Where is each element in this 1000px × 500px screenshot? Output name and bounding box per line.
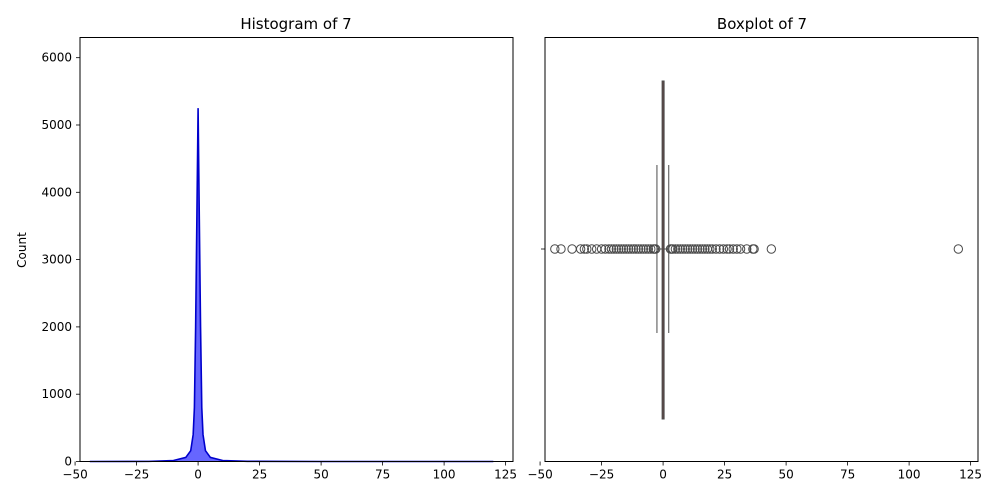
boxplot-outlier-point — [749, 244, 759, 254]
boxplot-outlier-point — [673, 244, 683, 254]
boxplot-outlier-point — [623, 244, 634, 254]
boxplot-outlier-point — [619, 244, 629, 254]
boxplot-outlier-point — [678, 244, 688, 254]
boxplot-outlier-point — [685, 244, 695, 254]
boxplot-outlier-point — [668, 244, 678, 254]
boxplot-outlier-point — [953, 244, 964, 254]
histogram-y-tick-label: 4000 — [41, 185, 72, 199]
boxplot-outlier-point — [609, 244, 619, 254]
boxplot-outlier-point — [579, 244, 590, 254]
histogram-y-tick-label: 5000 — [41, 118, 72, 132]
histogram-y-tick-label: 2000 — [41, 320, 72, 334]
boxplot-outlier-point — [722, 244, 732, 254]
boxplot-outlier-point — [633, 244, 644, 254]
boxplot-outlier-point — [700, 244, 710, 254]
histogram-y-tick-label: 6000 — [41, 51, 72, 65]
histogram-density-line — [89, 108, 494, 463]
boxplot-outlier-point — [631, 244, 641, 254]
histogram-axes-frame — [79, 37, 514, 462]
boxplot-x-tick-label: 50 — [778, 468, 793, 482]
boxplot-outlier-point — [606, 244, 617, 254]
boxplot-outlier-point — [692, 244, 703, 254]
boxplot-outlier-point — [766, 244, 777, 254]
boxplot-outlier-point — [611, 244, 622, 254]
histogram-y-axis-label: Count — [15, 232, 29, 268]
boxplot-outlier-point — [587, 244, 597, 254]
histogram-x-tick-label: −50 — [62, 468, 87, 482]
boxplot-outlier-point — [705, 244, 715, 254]
boxplot-outlier-point — [556, 244, 566, 254]
boxplot-outlier-point — [582, 244, 592, 254]
histogram-x-tick-label: 125 — [494, 468, 517, 482]
boxplot-outlier-point — [646, 244, 656, 254]
boxplot-outlier-point — [707, 244, 717, 254]
histogram-y-tick-label: 3000 — [41, 253, 72, 267]
histogram-content: −50 −25 0 25 50 75 100 125 0 1000 2000 3000 4000 5000… — [41, 51, 517, 482]
boxplot-title: Boxplot of 7 — [717, 15, 807, 33]
boxplot-x-tick-label: −50 — [527, 468, 552, 482]
histogram-x-tick-label: −25 — [124, 468, 149, 482]
boxplot-outlier-point — [596, 244, 607, 254]
boxplot-outlier-point — [628, 244, 639, 254]
boxplot-outlier-point — [687, 244, 698, 254]
boxplot-x-tick-label: 125 — [959, 468, 982, 482]
histogram-panel: Histogram of 7 Count −50 −25 0 25 50 75 100 125… — [15, 15, 517, 482]
boxplot-outlier-point — [643, 244, 654, 254]
boxplot-outlier-point — [735, 244, 746, 254]
boxplot-outlier-point — [675, 244, 686, 254]
boxplot-outlier-point — [616, 244, 626, 254]
histogram-x-tick-label: 100 — [433, 468, 456, 482]
boxplot-x-tick-label: −25 — [589, 468, 614, 482]
boxplot-outlier-point — [550, 244, 560, 254]
boxplot-outlier-point — [638, 244, 649, 254]
boxplot-panel: Boxplot of 7 −50 −25 0 25 50 75 100 125 — [527, 15, 982, 482]
boxplot-content: −50 −25 0 25 50 75 100 125 — [527, 80, 982, 482]
boxplot-outlier-point — [742, 244, 752, 254]
boxplot-outlier-point — [714, 244, 725, 254]
boxplot-outlier-point — [614, 244, 624, 254]
boxplot-outlier-point — [697, 244, 708, 254]
histogram-x-tick-label: 25 — [252, 468, 267, 482]
boxplot-x-tick-label: 25 — [717, 468, 732, 482]
boxplot-outlier-point — [728, 244, 738, 254]
histogram-title: Histogram of 7 — [240, 15, 351, 33]
histogram-y-tick-label: 0 — [64, 455, 72, 469]
histogram-x-tick-label: 75 — [375, 468, 390, 482]
boxplot-outlier-point — [732, 244, 742, 254]
boxplot-x-tick-label: 100 — [898, 468, 921, 482]
boxplot-outlier-point — [604, 244, 614, 254]
boxplot-outlier-point — [682, 244, 693, 254]
histogram-y-tick-label: 1000 — [41, 387, 72, 401]
boxplot-outlier-point — [636, 244, 646, 254]
boxplot-outlier-point — [724, 244, 735, 254]
boxplot-outlier-point — [621, 244, 631, 254]
boxplot-x-tick-label: 75 — [840, 468, 855, 482]
boxplot-outlier-point — [651, 244, 661, 254]
boxplot-outlier-point — [718, 244, 729, 254]
histogram-x-tick-label: 0 — [194, 468, 202, 482]
boxplot-outlier-point — [695, 244, 705, 254]
boxplot-outlier-point — [626, 244, 636, 254]
boxplot-x-tick-label: 0 — [659, 468, 667, 482]
boxplot-outlier-point — [680, 244, 690, 254]
boxplot-outlier-point — [690, 244, 700, 254]
boxplot-outlier-point — [575, 244, 586, 254]
boxplot-axes-frame — [544, 37, 979, 462]
boxplot-outlier-point — [670, 244, 681, 254]
boxplot-outlier-point — [711, 244, 721, 254]
histogram-x-tick-label: 50 — [313, 468, 328, 482]
